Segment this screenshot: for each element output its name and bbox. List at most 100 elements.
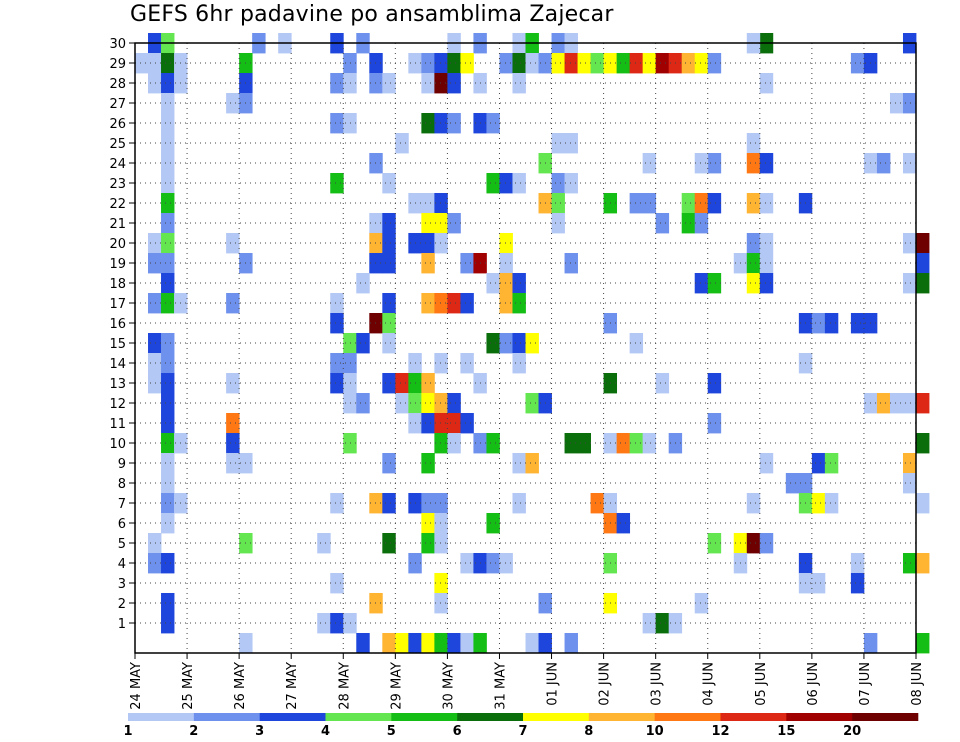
heatmap-cell [434, 513, 448, 534]
heatmap-cell [499, 293, 513, 314]
heatmap-cell [161, 593, 175, 614]
x-tick-label: 04 JUN [702, 662, 717, 706]
heatmap-cell [902, 93, 917, 114]
heatmap-cell [811, 313, 826, 334]
heatmap-cell [161, 253, 175, 274]
heatmap-cell [916, 433, 930, 454]
heatmap-cell [421, 213, 435, 234]
heatmap-cell [473, 633, 487, 654]
heatmap-cell [564, 253, 578, 274]
y-tick-label: 27 [109, 97, 126, 112]
heatmap-cell [642, 153, 657, 174]
heatmap-cell [330, 573, 344, 594]
heatmap-cell [447, 213, 461, 234]
heatmap-cell [330, 493, 344, 514]
heatmap-cell [161, 413, 175, 434]
heatmap-cell [434, 533, 448, 554]
y-tick-label: 28 [109, 77, 126, 92]
heatmap-cell [356, 633, 370, 654]
heatmap-cell [161, 113, 175, 134]
heatmap-cell [512, 493, 526, 514]
heatmap-cell [395, 133, 409, 154]
heatmap-cell [434, 113, 448, 134]
heatmap-cell [447, 73, 461, 94]
heatmap-cell [916, 553, 930, 574]
heatmap-cell [525, 633, 539, 654]
legend-tick-label: 3 [255, 724, 264, 739]
heatmap-cell [161, 73, 175, 94]
heatmap-cell [902, 553, 917, 574]
legend-swatch [852, 713, 919, 721]
heatmap-cell [421, 413, 435, 434]
heatmap-cell [434, 353, 448, 374]
x-tick-label: 01 JUN [546, 662, 561, 706]
legend-swatch [193, 713, 260, 721]
heatmap-cell [395, 393, 409, 414]
heatmap-cell [902, 453, 917, 474]
heatmap-cell [421, 113, 435, 134]
heatmap-cell [343, 73, 357, 94]
heatmap-cell [525, 333, 539, 354]
heatmap-cell [694, 153, 709, 174]
heatmap-cell [811, 453, 826, 474]
heatmap-cell [681, 193, 696, 214]
legend-tick-label: 20 [843, 724, 861, 739]
heatmap-cell [486, 273, 500, 294]
color-legend: 1 2 3 4 5 6 7 8 10 12 15 20 [123, 713, 919, 739]
heatmap-cell [916, 633, 930, 654]
heatmap-cell [551, 193, 565, 214]
heatmap-cell [317, 613, 331, 634]
legend-swatch [654, 713, 721, 721]
heatmap-cell [512, 53, 526, 74]
heatmap-cell [161, 293, 175, 314]
heatmap-cell [330, 313, 344, 334]
heatmap-cell [148, 53, 162, 74]
heatmap-cell [590, 493, 604, 514]
heatmap-cell [512, 333, 526, 354]
legend-swatch [259, 713, 326, 721]
heatmap-cell [382, 333, 396, 354]
heatmap-cell [356, 273, 370, 294]
heatmap-cell [759, 233, 774, 254]
y-tick-label: 12 [109, 397, 126, 412]
heatmap-cell [330, 293, 344, 314]
heatmap-cell [421, 73, 435, 94]
heatmap-cell [746, 153, 761, 174]
heatmap-cell [161, 193, 175, 214]
heatmap-cell [746, 193, 761, 214]
y-tick-label: 22 [109, 197, 126, 212]
chart-title: GEFS 6hr padavine po ansamblima Zajecar [130, 2, 614, 27]
heatmap-cell [226, 233, 240, 254]
heatmap-cell [226, 293, 240, 314]
heatmap-cell [226, 433, 240, 454]
heatmap-cell [681, 213, 696, 234]
heatmap-cell [421, 373, 435, 394]
heatmap-cell [421, 53, 435, 74]
legend-tick-label: 2 [189, 724, 198, 739]
y-tick-label: 5 [118, 537, 126, 552]
heatmap-cell [746, 273, 761, 294]
heatmap-cell [642, 193, 657, 214]
heatmap-cell [850, 313, 865, 334]
heatmap-cell [421, 633, 435, 654]
heatmap-cell [161, 153, 175, 174]
y-tick-label: 21 [109, 217, 126, 232]
heatmap-cell [382, 493, 396, 514]
x-tick-label: 25 MAY [181, 662, 196, 710]
heatmap-cell [161, 373, 175, 394]
heatmap-cell [655, 613, 670, 634]
heatmap-cell [161, 433, 175, 454]
heatmap-cell [655, 53, 670, 74]
heatmap-cell [564, 133, 578, 154]
heatmap-cell [551, 213, 565, 234]
heatmap-cell [382, 233, 396, 254]
y-tick-label: 16 [109, 317, 126, 332]
heatmap-cell [447, 433, 461, 454]
heatmap-cell [655, 373, 670, 394]
heatmap-cell [148, 253, 162, 274]
y-tick-label: 6 [118, 517, 126, 532]
x-tick-label: 07 JUN [858, 662, 873, 706]
y-tick-label: 14 [109, 357, 126, 372]
heatmap-cell [577, 53, 591, 74]
y-tick-label: 15 [109, 337, 126, 352]
